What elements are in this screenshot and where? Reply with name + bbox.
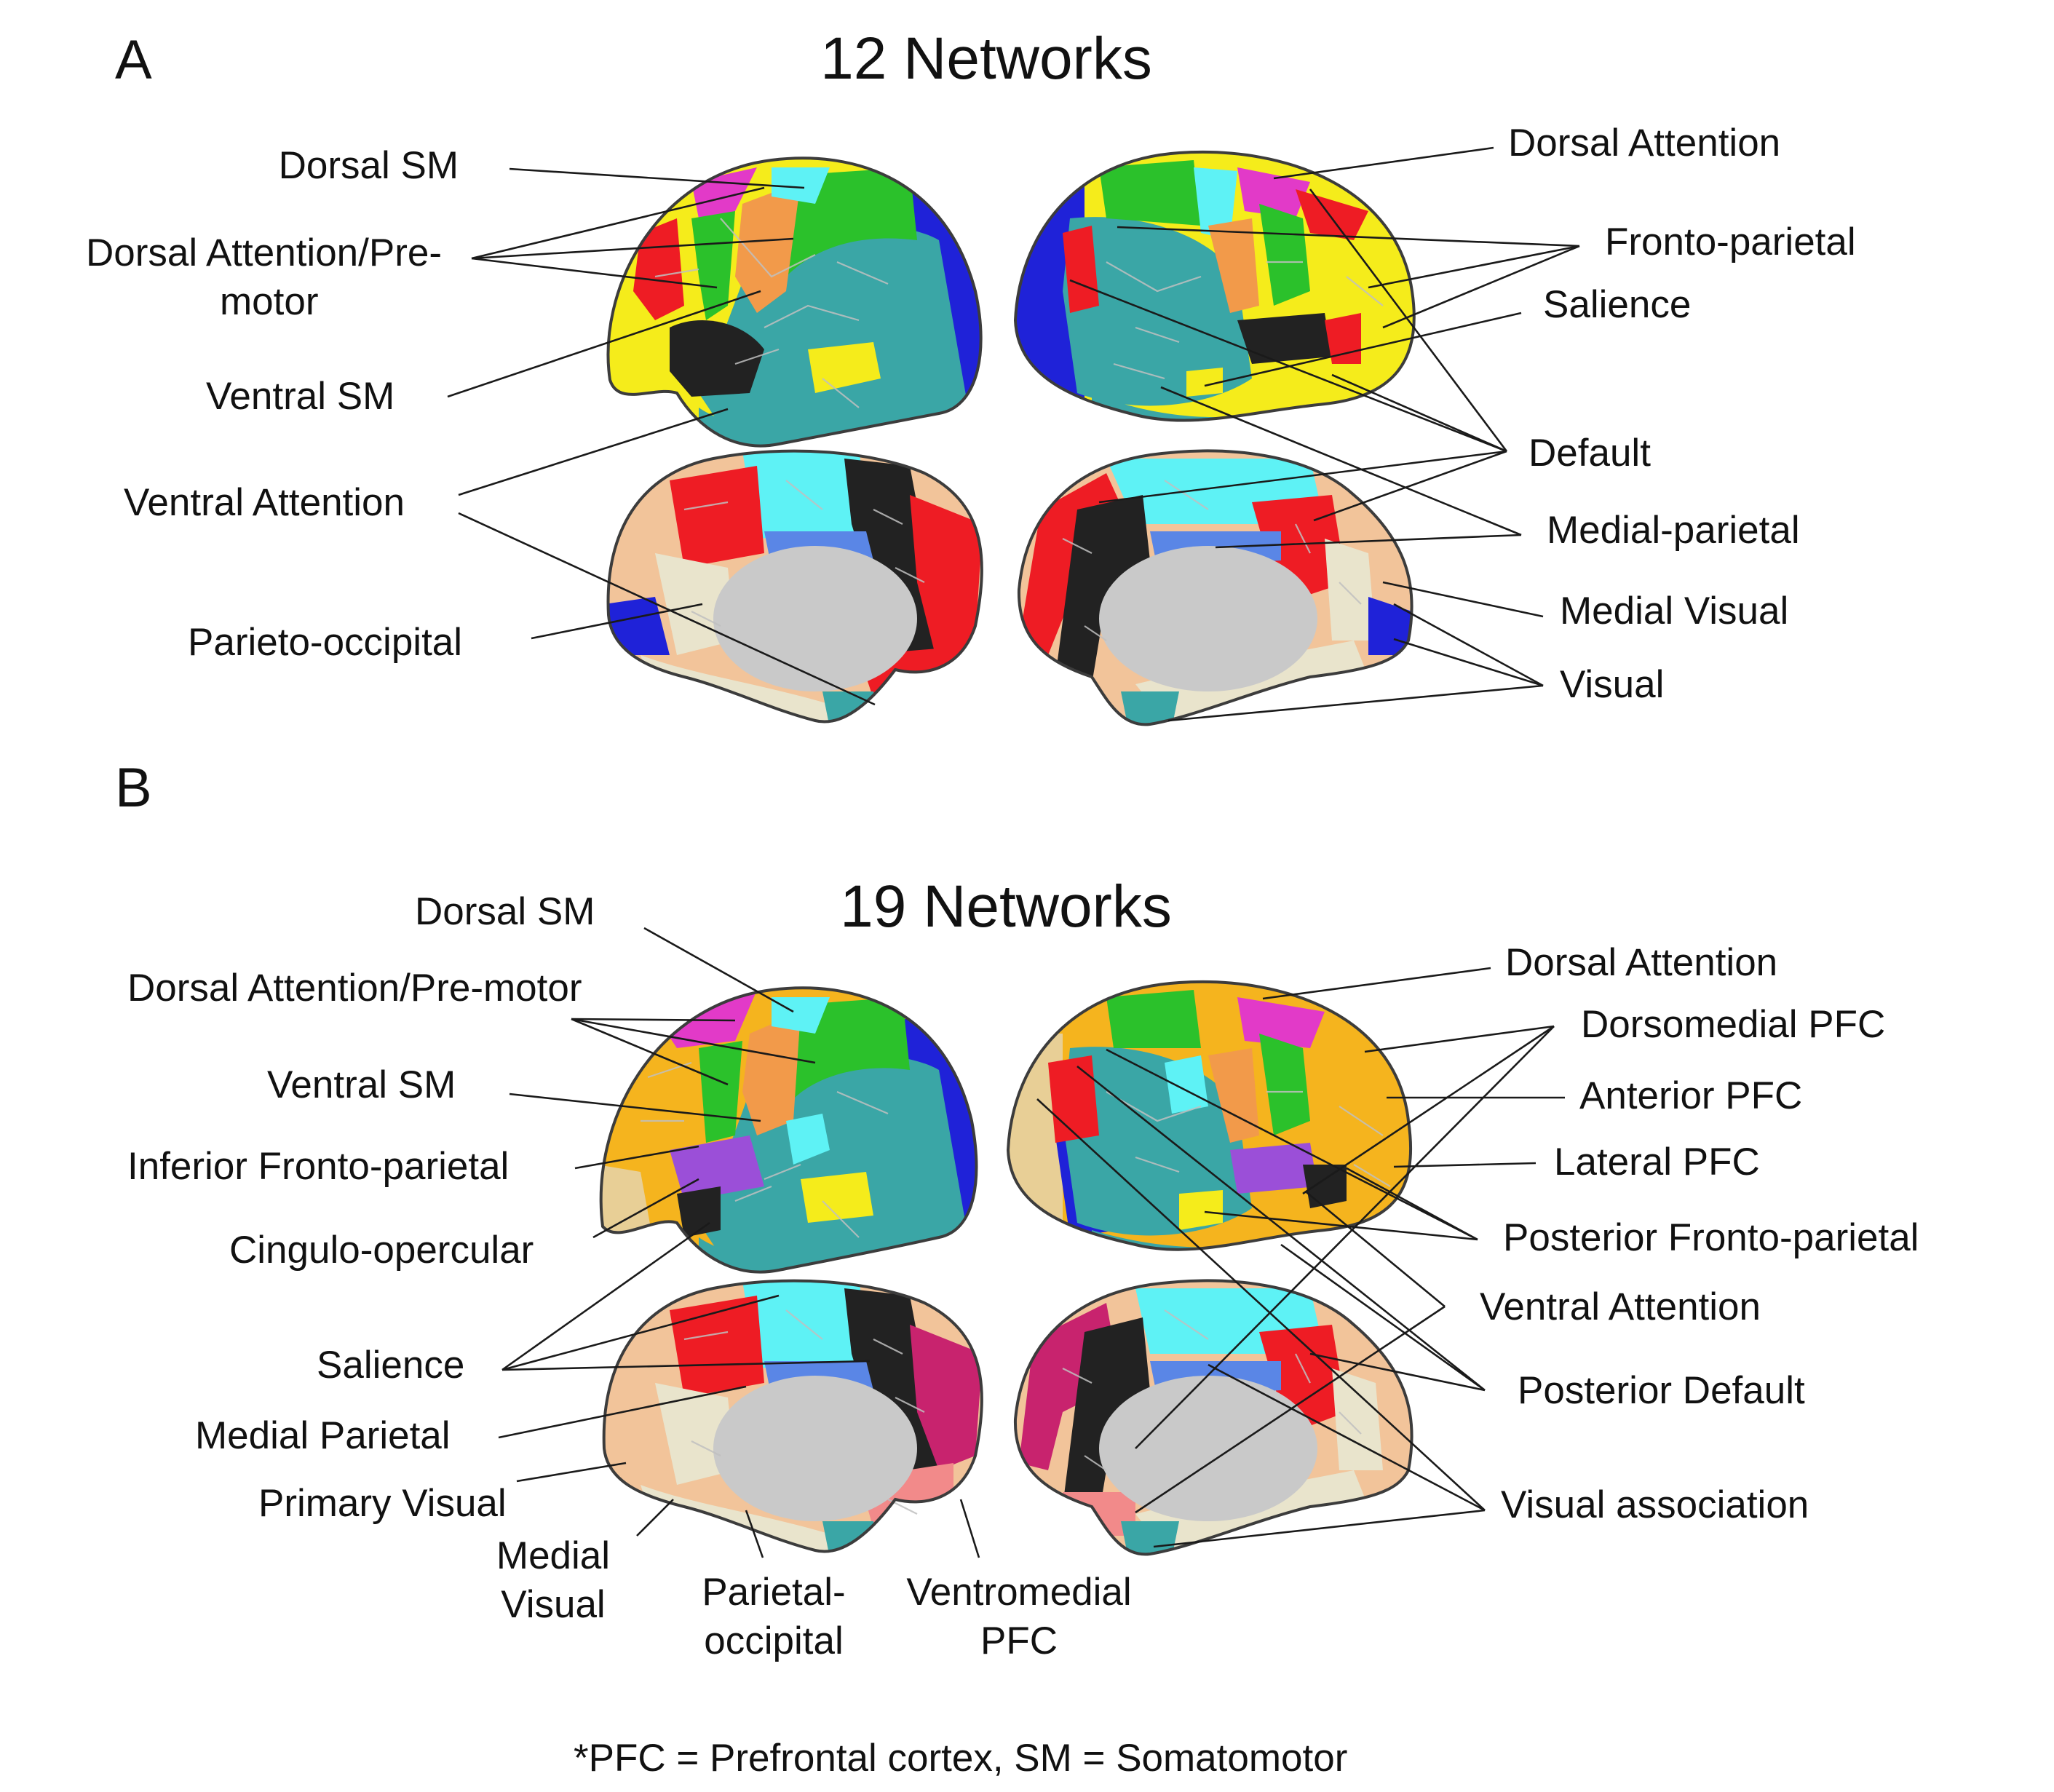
label-b-salience: Salience [317, 1344, 464, 1387]
panel-b-letter: B [115, 757, 152, 819]
leader-lines-b [498, 927, 1565, 1558]
label-b-dorsal-sm: Dorsal SM [415, 890, 595, 933]
label-b-ventromedial-pfc-line1: Ventromedial [906, 1571, 1131, 1614]
panel-b-title: 19 Networks [840, 873, 1172, 940]
label-b-cingulo-opercular: Cingulo-opercular [229, 1229, 534, 1272]
label-a-salience: Salience [1543, 283, 1691, 326]
label-a-ventral-sm: Ventral SM [206, 375, 394, 418]
label-a-dorsal-sm: Dorsal SM [279, 144, 459, 187]
label-b-ventral-sm: Ventral SM [267, 1063, 456, 1106]
label-b-medial-visual-line1: Medial [496, 1534, 610, 1577]
label-b-visual-association: Visual association [1501, 1483, 1809, 1526]
label-a-visual: Visual [1560, 663, 1664, 706]
label-b-dorsal-attention-premotor: Dorsal Attention/Pre-motor [127, 967, 582, 1010]
label-b-posterior-fronto-parietal: Posterior Fronto-parietal [1503, 1216, 1919, 1259]
label-b-dorsomedial-pfc: Dorsomedial PFC [1581, 1003, 1885, 1046]
brain-b-right-lateral [1006, 980, 1413, 1251]
brain-a-right-medial [1017, 449, 1413, 726]
leader-lines-a [447, 146, 1580, 722]
footnote: *PFC = Prefrontal cortex, SM = Somatomot… [574, 1737, 1347, 1780]
label-b-posterior-default: Posterior Default [1518, 1369, 1805, 1412]
label-b-lateral-pfc: Lateral PFC [1554, 1141, 1760, 1184]
brain-b-left-lateral [599, 986, 978, 1274]
label-a-medial-parietal: Medial-parietal [1547, 509, 1800, 552]
label-b-primary-visual: Primary Visual [258, 1482, 507, 1525]
label-a-fronto-parietal: Fronto-parietal [1605, 221, 1856, 263]
label-b-parietal-occipital-line1: Parietal- [702, 1571, 845, 1614]
panel-a-letter: A [115, 29, 152, 91]
label-a-dorsal-attention: Dorsal Attention [1508, 122, 1780, 164]
brain-b-left-medial [602, 1279, 983, 1553]
label-a-ventral-attention: Ventral Attention [124, 481, 405, 524]
label-a-dorsal-attention-premotor-line1: Dorsal Attention/Pre- [86, 231, 442, 274]
brain-b-right-medial [1013, 1279, 1413, 1556]
label-b-ventromedial-pfc-line2: PFC [980, 1619, 1058, 1662]
label-b-dorsal-attention: Dorsal Attention [1505, 941, 1777, 984]
panel-a-title: 12 Networks [820, 25, 1152, 92]
label-a-default: Default [1528, 432, 1651, 475]
label-b-medial-parietal: Medial Parietal [195, 1414, 451, 1457]
label-b-parietal-occipital-line2: occipital [704, 1619, 843, 1662]
label-a-medial-visual: Medial Visual [1560, 590, 1788, 633]
brain-a-left-medial [606, 449, 983, 723]
label-b-ventral-attention: Ventral Attention [1480, 1285, 1761, 1328]
label-a-dorsal-attention-premotor-line2: motor [220, 280, 318, 323]
label-b-anterior-pfc: Anterior PFC [1579, 1074, 1802, 1117]
label-a-parieto-occipital: Parieto-occipital [188, 621, 462, 664]
brain-a-right-lateral [1013, 151, 1416, 422]
label-b-inferior-fronto-parietal: Inferior Fronto-parietal [127, 1145, 509, 1188]
brain-a-left-lateral [606, 156, 983, 448]
label-b-medial-visual-line2: Visual [501, 1583, 605, 1626]
